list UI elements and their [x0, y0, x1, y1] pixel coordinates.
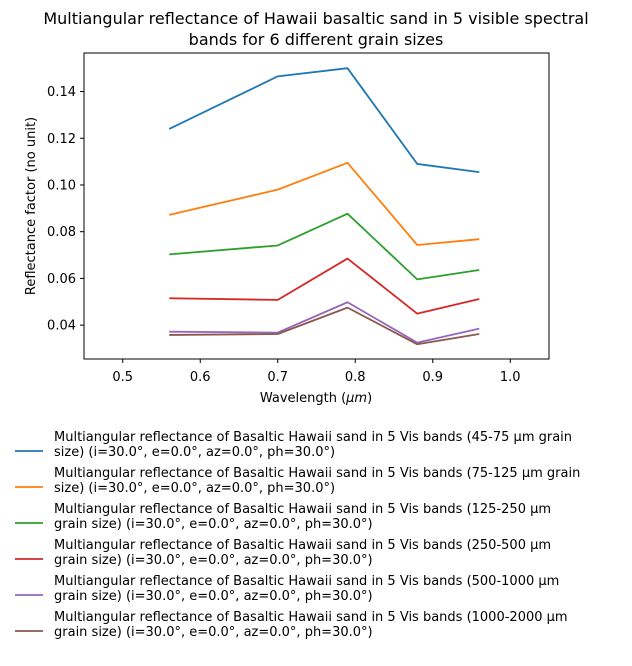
x-tick-label: 0.7 — [267, 370, 288, 385]
legend: Multiangular reflectance of Basaltic Haw… — [15, 430, 580, 640]
y-tick-label: 0.06 — [47, 272, 76, 287]
legend-label-2-line-2: size) (i=30.0°, e=0.0°, az=0.0°, ph=30.0… — [54, 481, 335, 496]
legend-label-4-line-2: grain size) (i=30.0°, e=0.0°, az=0.0°, p… — [54, 553, 373, 568]
chart-title-line-1: Multiangular reflectance of Hawaii basal… — [43, 9, 588, 28]
x-tick-label: 0.5 — [112, 370, 133, 385]
series-line-3 — [169, 212, 480, 281]
x-tick-label: 1.0 — [500, 370, 521, 385]
chart-title-line-2: bands for 6 different grain sizes — [189, 30, 444, 49]
legend-label-3-line-2: grain size) (i=30.0°, e=0.0°, az=0.0°, p… — [54, 517, 373, 532]
plot-frame — [83, 52, 550, 360]
series-line-2 — [169, 161, 480, 246]
y-tick-label: 0.04 — [47, 319, 76, 334]
legend-label-1-line-1: Multiangular reflectance of Basaltic Haw… — [54, 430, 572, 445]
legend-label-2-line-1: Multiangular reflectance of Basaltic Haw… — [54, 466, 580, 481]
legend-label-5-line-2: grain size) (i=30.0°, e=0.0°, az=0.0°, p… — [54, 589, 373, 604]
x-axis-label-unit: μm — [345, 391, 367, 406]
legend-label-3-line-1: Multiangular reflectance of Basaltic Haw… — [54, 502, 551, 517]
series-line-5 — [169, 301, 480, 344]
legend-label-6-line-2: grain size) (i=30.0°, e=0.0°, az=0.0°, p… — [54, 625, 373, 640]
legend-label-1-line-2: size) (i=30.0°, e=0.0°, az=0.0°, ph=30.0… — [54, 445, 335, 460]
series-lines — [168, 67, 480, 346]
legend-label-5-line-1: Multiangular reflectance of Basaltic Haw… — [54, 574, 559, 589]
x-tick-label: 0.6 — [190, 370, 211, 385]
series-line-1 — [168, 67, 480, 174]
series-line-4 — [169, 257, 480, 315]
y-tick-label: 0.10 — [47, 178, 76, 193]
y-axis-ticks: 0.04 0.06 0.08 0.10 0.12 0.14 — [47, 85, 84, 334]
x-axis-ticks: 0.5 0.6 0.7 0.8 0.9 1.0 — [112, 359, 521, 385]
legend-label-6-line-1: Multiangular reflectance of Basaltic Haw… — [54, 610, 568, 625]
y-tick-label: 0.14 — [47, 85, 76, 100]
x-tick-label: 0.9 — [422, 370, 443, 385]
y-axis-label: Reflectance factor (no unit) — [24, 117, 39, 295]
y-tick-label: 0.12 — [47, 132, 76, 147]
x-tick-label: 0.8 — [345, 370, 366, 385]
x-axis-label: Wavelength (μm) — [260, 391, 372, 406]
series-line-6 — [169, 306, 480, 346]
y-tick-label: 0.08 — [47, 225, 76, 240]
legend-label-4-line-1: Multiangular reflectance of Basaltic Haw… — [54, 538, 551, 553]
